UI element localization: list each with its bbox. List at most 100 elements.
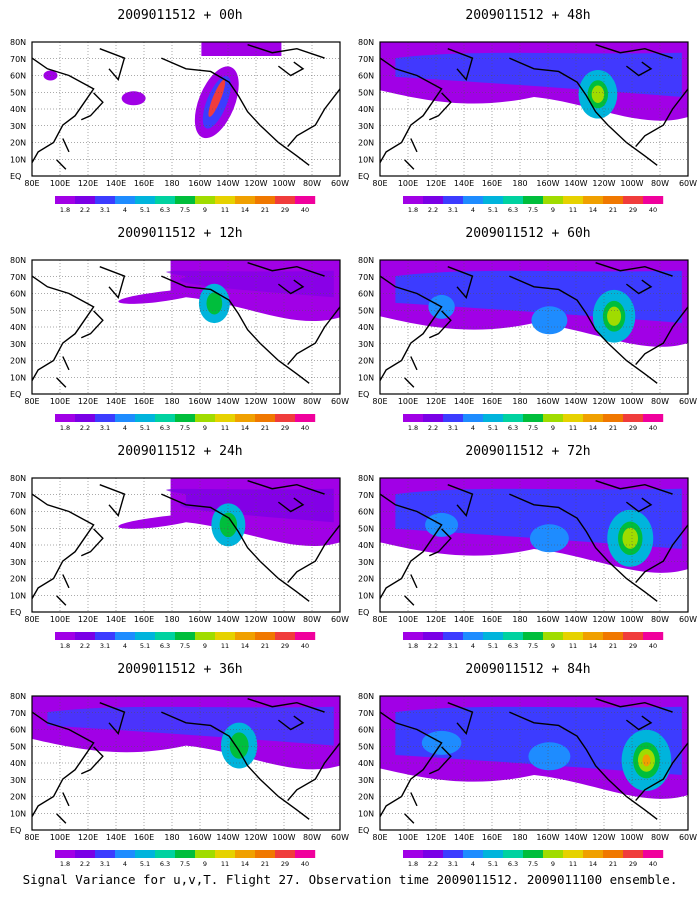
lat-label: 60N (358, 726, 374, 735)
coastline-north-america (509, 275, 658, 384)
colorbar-label: 2.2 (80, 206, 90, 212)
colorbar-swatch (623, 850, 644, 858)
colorbar-label: 29 (281, 860, 289, 866)
lon-label: 120E (78, 615, 98, 624)
colorbar-swatch (483, 850, 504, 858)
coastline-japan (81, 92, 104, 121)
lon-label: 120E (78, 397, 98, 406)
colorbar-label: 9 (551, 424, 555, 430)
variance-hotspot (206, 292, 223, 315)
lon-label: 160W (536, 615, 559, 624)
colorbar-label: 40 (649, 424, 657, 430)
lat-label: 80N (358, 256, 374, 265)
lon-label: 160W (188, 179, 211, 188)
variance-blob (531, 306, 568, 335)
lat-label: 20N (10, 357, 26, 366)
coastline-arctic (247, 262, 325, 295)
lat-label: 40N (10, 541, 26, 550)
lat-label: 20N (358, 139, 374, 148)
colorbar-label: 6.3 (160, 424, 170, 430)
colorbar-label: 4 (471, 206, 475, 212)
lat-label: 50N (358, 742, 374, 751)
colorbar-label: 21 (609, 860, 617, 866)
colorbar-swatch (463, 850, 484, 858)
lat-label: 10N (10, 155, 26, 164)
colorbar-label: 7.5 (528, 860, 538, 866)
variance-hotspot (219, 512, 238, 538)
colorbar-label: 2.2 (428, 642, 438, 648)
lat-label: 10N (10, 591, 26, 600)
colorbar-swatch (295, 196, 316, 204)
colorbar-swatch (643, 196, 664, 204)
lon-label: 80E (372, 615, 387, 624)
colorbar-swatch (403, 850, 424, 858)
colorbar-swatch (423, 632, 444, 640)
colorbar-swatch (95, 414, 116, 422)
lon-label: 60W (331, 833, 349, 842)
lon-label: 80E (24, 397, 39, 406)
colorbar-label: 3.1 (448, 860, 458, 866)
lat-label: 80N (10, 692, 26, 701)
colorbar-swatch (115, 414, 136, 422)
coastline-japan (429, 746, 452, 775)
colorbar-swatch (75, 414, 96, 422)
coastline-islands (404, 574, 418, 606)
colorbar-label: 7.5 (180, 642, 190, 648)
lon-label: 160E (134, 397, 154, 406)
colorbar-swatch (523, 850, 544, 858)
lat-label: 80N (10, 38, 26, 47)
colorbar-label: 5.1 (140, 424, 150, 430)
colorbar-swatch (195, 414, 216, 422)
map-frame (31, 41, 341, 177)
colorbar-swatch (543, 414, 564, 422)
lon-label: 100E (398, 833, 418, 842)
lat-label: 80N (10, 474, 26, 483)
lon-label: 140W (216, 833, 239, 842)
coastline-us-east (287, 306, 341, 365)
panel-48h: 2009011512 + 48h 80N 70N 60N 50N 40N 30N 20N 10… (358, 0, 698, 212)
coastline-asia (379, 711, 443, 817)
gridlines (32, 478, 340, 612)
colorbar-swatch (135, 414, 156, 422)
colorbar-label: 40 (649, 860, 657, 866)
colorbar-swatch (543, 196, 564, 204)
panel-title: 2009011512 + 72h (465, 444, 591, 459)
colorbar-swatch (55, 414, 76, 422)
colorbar-label: 11 (569, 424, 577, 430)
colorbar-label: 14 (589, 206, 597, 212)
gridlines (380, 696, 688, 830)
lat-label: 40N (10, 105, 26, 114)
colorbar-swatch (75, 632, 96, 640)
colorbar-label: 1.8 (60, 860, 70, 866)
colorbar-label: 7.5 (180, 860, 190, 866)
colorbar-label: 11 (569, 860, 577, 866)
colorbar-label: 7.5 (180, 424, 190, 430)
map-frame (31, 259, 341, 395)
lat-label: 40N (10, 323, 26, 332)
lon-label: 140E (106, 833, 126, 842)
colorbar-label: 9 (551, 860, 555, 866)
lat-label: 30N (358, 776, 374, 785)
coastline-japan (429, 92, 452, 121)
lon-label: 120E (426, 397, 446, 406)
lat-label: 30N (358, 340, 374, 349)
colorbar-label: 14 (241, 860, 249, 866)
lon-label: 140W (564, 833, 587, 842)
lat-label: 50N (358, 306, 374, 315)
coastline-kamchatka (99, 702, 126, 735)
lon-label: 100E (50, 397, 70, 406)
colorbar-label: 6.3 (508, 206, 518, 212)
variance-field (380, 42, 688, 121)
panel-60h: 2009011512 + 60h 80N 70N 60N 50N 40N 30N 20N 10… (358, 218, 698, 430)
colorbar-label: 40 (301, 642, 309, 648)
map-frame (31, 477, 341, 613)
lon-label: 140E (106, 179, 126, 188)
coastlines (31, 698, 341, 824)
coastlines (31, 262, 341, 388)
colorbar-label: 4 (123, 206, 127, 212)
colorbar-label: 2.2 (80, 424, 90, 430)
lon-label: 180 (164, 833, 179, 842)
